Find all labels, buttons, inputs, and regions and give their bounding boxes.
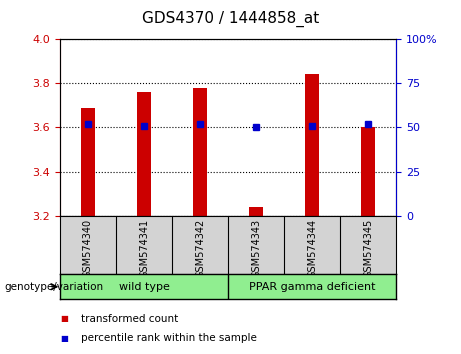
Text: GDS4370 / 1444858_at: GDS4370 / 1444858_at bbox=[142, 11, 319, 27]
Text: transformed count: transformed count bbox=[81, 314, 178, 324]
Bar bbox=[81, 108, 95, 216]
Bar bbox=[305, 74, 319, 216]
Text: GSM574342: GSM574342 bbox=[195, 219, 205, 278]
Bar bbox=[193, 88, 207, 216]
Text: percentile rank within the sample: percentile rank within the sample bbox=[81, 333, 257, 343]
Bar bbox=[137, 92, 151, 216]
Text: wild type: wild type bbox=[118, 282, 170, 292]
Bar bbox=[249, 207, 263, 216]
Text: genotype/variation: genotype/variation bbox=[5, 282, 104, 292]
Text: GSM574341: GSM574341 bbox=[139, 219, 149, 278]
Text: ■: ■ bbox=[60, 314, 69, 323]
Text: GSM574345: GSM574345 bbox=[363, 219, 373, 278]
Text: GSM574340: GSM574340 bbox=[83, 219, 93, 278]
Text: PPAR gamma deficient: PPAR gamma deficient bbox=[249, 282, 376, 292]
Text: ■: ■ bbox=[60, 333, 69, 343]
Text: GSM574344: GSM574344 bbox=[307, 219, 317, 278]
Text: GSM574343: GSM574343 bbox=[251, 219, 261, 278]
Bar bbox=[361, 127, 375, 216]
